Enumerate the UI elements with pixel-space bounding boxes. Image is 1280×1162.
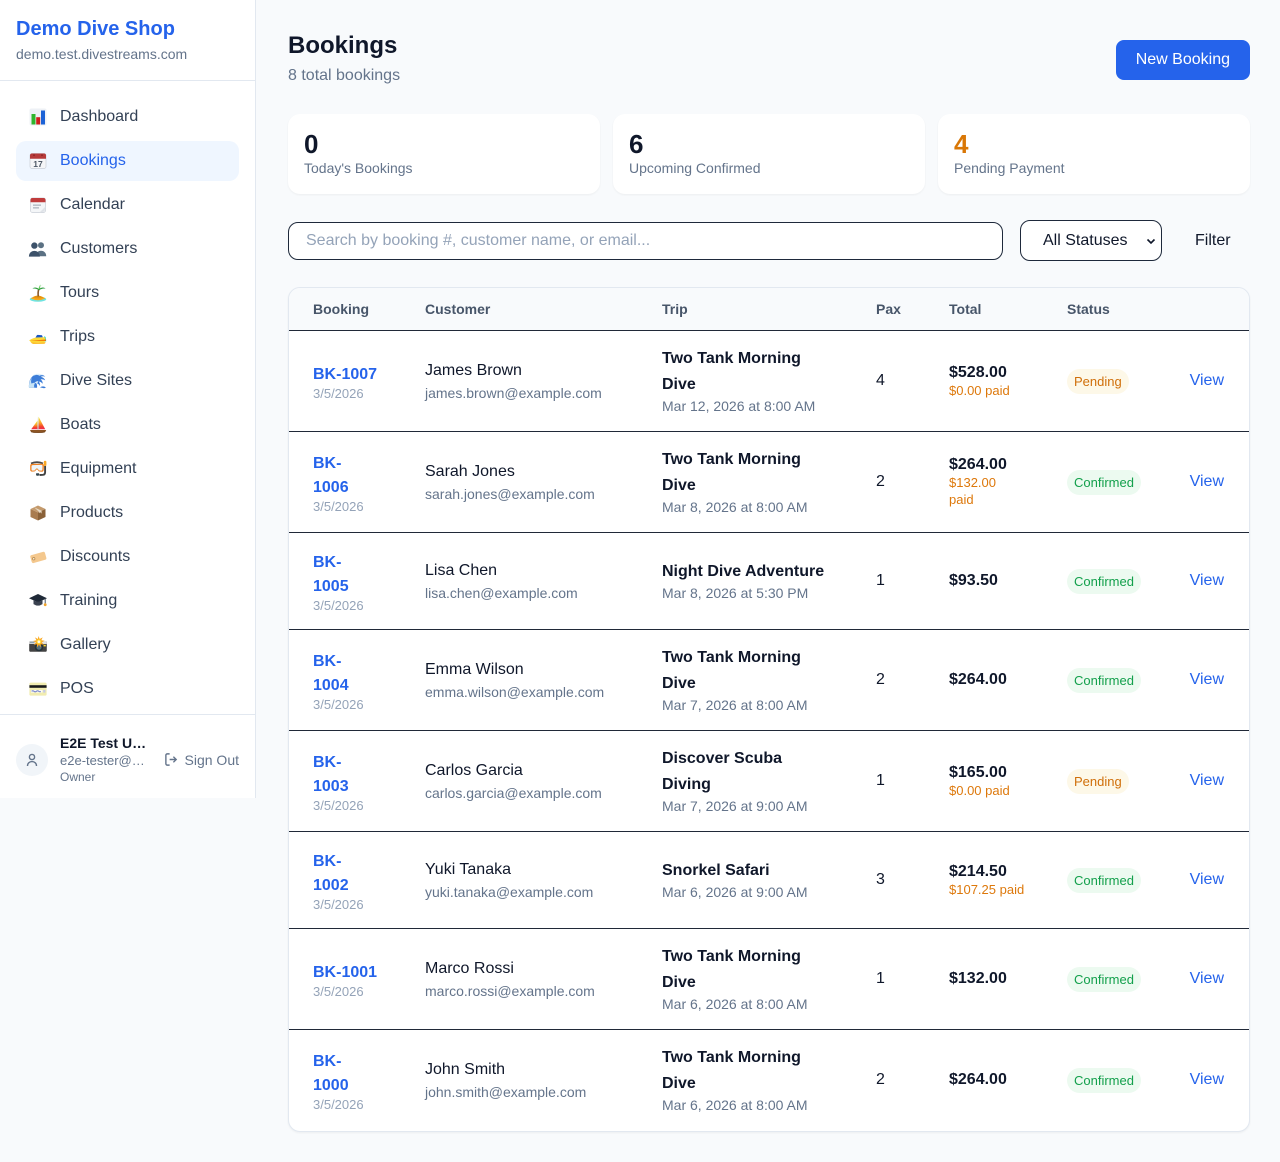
svg-text:17: 17 bbox=[33, 159, 43, 169]
